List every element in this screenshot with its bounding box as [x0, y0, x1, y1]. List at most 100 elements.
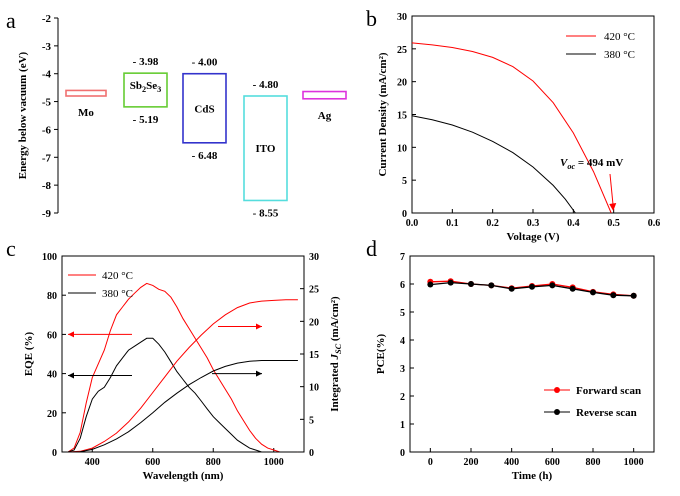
c-y2-tick-label: 0 [309, 448, 314, 459]
c-legend-label-0: 420 °C [102, 270, 133, 282]
c-y-tick-label: 100 [42, 252, 57, 263]
a-y-axis-label: Energy below vacuum (eV) [17, 51, 29, 179]
b-y-tick-label: 10 [397, 143, 407, 154]
d-x-tick-label: 200 [464, 457, 479, 468]
d-legend-label-0: Forward scan [576, 385, 641, 397]
panel-d-stability-chart: 0 200 400 600 800 1000 0 1 2 3 4 5 6 7 Time (h) PCE(%) F… [375, 252, 655, 482]
a-y-tick-label: -8 [42, 180, 52, 192]
a-y-tick-label: -7 [42, 152, 52, 164]
b-x-axis-label: Voltage (V) [506, 231, 559, 243]
a-top-value: - 4.80 [253, 79, 279, 91]
panel-label-a: a [6, 8, 16, 33]
c-arrow-jsc-380-head [256, 370, 262, 377]
d-point-1-3 [488, 282, 495, 289]
d-point-1-2 [468, 281, 474, 287]
c-y-axis-label: EQE (%) [23, 332, 35, 377]
d-point-1-7 [569, 285, 576, 292]
c-y2-tick-label: 30 [309, 252, 319, 263]
a-label-cds: CdS [194, 103, 214, 115]
c-x-tick-label: 800 [206, 457, 221, 468]
a-y-tick-label: -3 [42, 41, 52, 53]
panel-label-d: d [366, 236, 377, 261]
d-y-tick-label: 2 [400, 392, 405, 403]
d-y-tick-label: 4 [400, 336, 405, 347]
b-x-tick-label: 0.4 [567, 218, 580, 229]
panel-a-band-diagram: -2 -3 -4 -5 -6 -7 -8 -9 Energy below vacuum (eV)… [17, 13, 347, 220]
b-y-tick-label: 25 [397, 45, 407, 56]
d-x-tick-label: 600 [545, 457, 560, 468]
d-point-1-0 [427, 281, 434, 288]
a-band-ag [302, 90, 347, 100]
c-x-tick-label: 400 [85, 457, 100, 468]
c-y2-tick-label: 10 [309, 383, 319, 394]
a-y-tick-label: -6 [42, 124, 52, 136]
d-point-1-5 [529, 283, 535, 290]
d-point-1-10 [630, 292, 637, 299]
b-voc-annotation: Voc = 494 mV [560, 157, 623, 171]
d-x-tick-label: 1000 [624, 457, 644, 468]
d-point-1-4 [508, 285, 515, 292]
a-bottom-value: - 5.19 [133, 114, 159, 126]
c-y2-tick-label: 25 [309, 285, 319, 296]
c-legend-label-1: 380 °C [102, 288, 133, 300]
d-x-tick-label: 800 [586, 457, 601, 468]
c-series-line-3 [67, 360, 298, 453]
d-legend-marker-0 [554, 387, 560, 393]
panel-label-b: b [366, 6, 377, 31]
b-y-tick-label: 20 [397, 78, 407, 89]
a-band-ito [243, 95, 288, 202]
a-band-sb2se3 [123, 72, 168, 108]
a-y-tick-label: -5 [42, 97, 52, 109]
a-top-value: - 4.00 [192, 57, 218, 69]
b-y-tick-label: 15 [397, 111, 407, 122]
d-y-tick-label: 5 [400, 308, 405, 319]
c-arrow-eqe-420-head [68, 331, 74, 338]
d-y-tick-label: 7 [400, 252, 405, 263]
b-voc-arrow [609, 173, 614, 208]
d-point-1-8 [590, 289, 596, 296]
c-arrow-jsc-420-head [256, 323, 262, 330]
panel-label-c: c [6, 236, 16, 261]
b-y-tick-label: 0 [402, 209, 407, 220]
a-label-mo: Mo [78, 107, 94, 119]
d-plot-frame [409, 255, 655, 453]
d-x-tick-label: 0 [428, 457, 433, 468]
a-top-value: - 3.98 [133, 56, 159, 68]
d-y-tick-label: 3 [400, 364, 405, 375]
d-y-tick-label: 1 [400, 420, 405, 431]
b-x-tick-label: 0.5 [607, 218, 620, 229]
a-band-cds [182, 72, 227, 144]
b-x-tick-label: 0.3 [527, 218, 540, 229]
b-plot-frame [411, 15, 655, 214]
c-series-line-0 [67, 282, 298, 453]
d-legend-marker-1 [554, 409, 560, 415]
c-y-tick-label: 40 [47, 370, 57, 381]
d-point-1-6 [549, 282, 556, 289]
d-x-tick-label: 400 [504, 457, 519, 468]
b-voc-arrow-head [609, 203, 617, 211]
c-y2-tick-label: 15 [309, 350, 319, 361]
panel-c-eqe-chart: 400 600 800 1000020406080100051015202530Wav… [23, 252, 343, 482]
d-point-1-9 [610, 292, 617, 299]
c-y-tick-label: 20 [47, 409, 57, 420]
c-y2-tick-label: 20 [309, 317, 319, 328]
c-y2-axis-label: Integrated JSC (mA/cm²) [329, 296, 343, 412]
c-y-tick-label: 60 [47, 330, 57, 341]
d-y-tick-label: 0 [400, 448, 405, 459]
c-y-tick-label: 80 [47, 291, 57, 302]
b-series-line-1 [411, 115, 576, 214]
b-x-tick-label: 0.1 [446, 218, 459, 229]
d-point-1-1 [447, 279, 454, 286]
a-bottom-value: - 8.55 [253, 207, 279, 219]
a-label-ag: Ag [318, 110, 332, 122]
c-series-line-2 [67, 299, 298, 453]
c-x-axis-label: Wavelength (nm) [143, 470, 224, 482]
b-y-tick-label: 30 [397, 12, 407, 23]
b-x-tick-label: 0.2 [486, 218, 499, 229]
b-x-tick-label: 0.6 [648, 218, 661, 229]
a-bottom-value: - 6.48 [192, 150, 218, 162]
b-y-tick-label: 5 [402, 176, 407, 187]
b-x-tick-label: 0.0 [406, 218, 419, 229]
c-y2-tick-label: 5 [309, 415, 314, 426]
